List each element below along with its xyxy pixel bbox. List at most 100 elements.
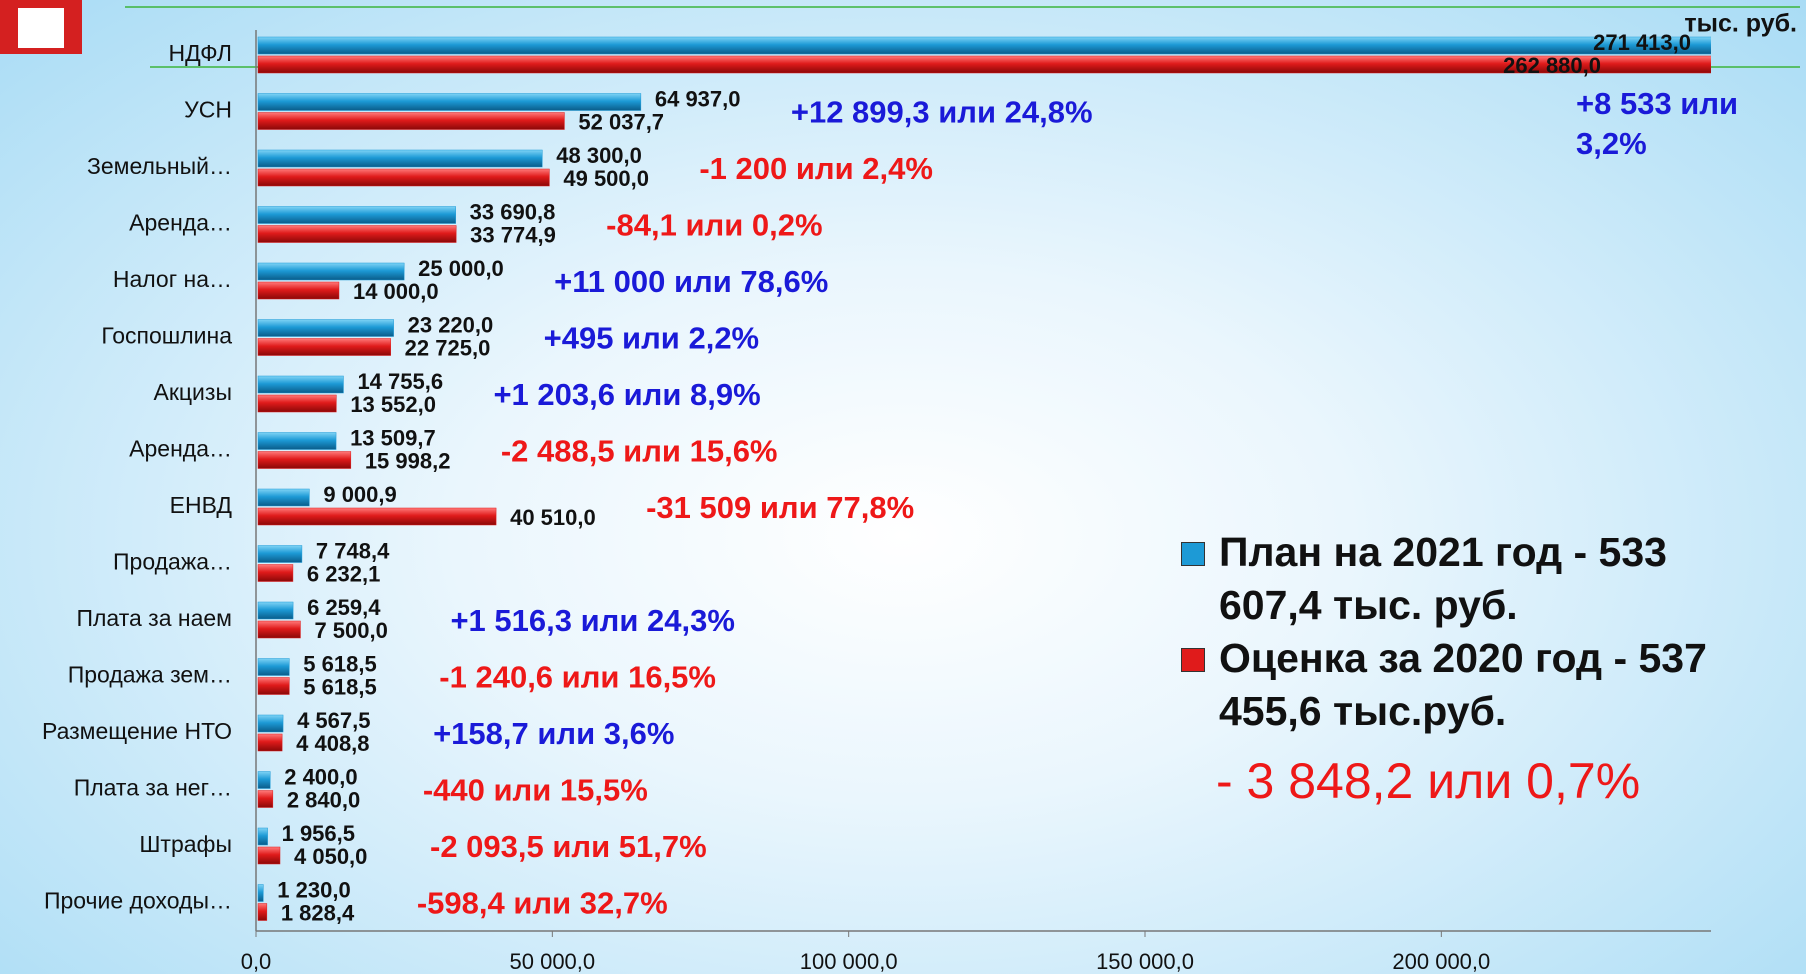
legend-swatch [1181,542,1205,566]
value-label: 1 956,5 [282,821,355,846]
bar [257,545,303,563]
bar [257,677,290,695]
bar [257,733,283,752]
bar [257,432,337,450]
value-label: 52 037,7 [578,109,664,134]
value-label: 6 259,4 [307,595,381,620]
value-label: 22 725,0 [405,335,491,360]
category-label: Акцизы [153,379,232,405]
value-label: 13 552,0 [350,392,436,417]
legend-swatch [1181,648,1205,672]
value-label: 4 567,5 [297,708,370,733]
category-label: ЕНВД [170,492,233,518]
difference-label: -440 или 15,5% [423,773,648,808]
category-label: Продажа зем… [68,662,232,688]
value-label: 23 220,0 [408,312,494,337]
category-label: Аренда… [129,436,232,462]
bar [257,451,352,469]
ndfl-difference: +8 533 или 3,2% [1576,86,1739,161]
x-tick-label: 0,0 [241,949,272,974]
bar [257,507,497,526]
bar [257,620,301,639]
x-tick-label: 100 000,0 [800,949,898,974]
bar [257,394,337,413]
difference-label: -31 509 или 77,8% [646,490,914,525]
difference-label: -84,1 или 0,2% [606,208,822,243]
bar [257,488,310,507]
x-tick-label: 50 000,0 [510,949,596,974]
value-label: 262 880,0 [1503,53,1601,78]
difference-label: -598,4 или 32,7% [417,886,668,921]
category-label: Госпошлина [101,323,232,349]
bar [257,601,294,620]
value-label: 13 509,7 [350,425,436,450]
legend-item: Оценка за 2020 год - 537 455,6 тыс.руб. [1181,632,1741,738]
category-label: Плата за нег… [74,775,232,801]
bar [257,225,457,243]
value-label: 2 840,0 [287,787,360,812]
bars [257,36,1711,921]
value-label: 64 937,0 [655,86,741,111]
bar [257,112,565,130]
bar [257,262,405,281]
value-label: 14 755,6 [357,369,443,394]
bar [257,206,456,224]
x-tick-label: 150 000,0 [1096,949,1194,974]
difference-label: +495 или 2,2% [544,321,760,356]
value-label: 15 998,2 [365,448,451,473]
category-label: УСН [184,97,232,123]
value-label: 4 050,0 [294,844,367,869]
bar [257,281,340,300]
value-label: 6 232,1 [307,561,380,586]
value-label: 40 510,0 [510,505,596,530]
value-label: 1 230,0 [277,877,350,902]
difference-label: -2 093,5 или 51,7% [430,829,707,864]
bar [257,338,391,356]
bar [257,319,394,337]
category-label: Размещение НТО [42,718,232,744]
category-label: Земельный… [87,153,232,179]
value-label: 1 828,4 [281,900,355,925]
difference-label: +11 000 или 78,6% [554,264,828,299]
value-label: 4 408,8 [296,731,369,756]
bar [257,149,543,168]
logo-inner [18,8,64,48]
legend-item: План на 2021 год - 533 607,4 тыс. руб. [1181,526,1741,632]
bar [257,658,290,676]
bar [257,36,1711,55]
bar [257,771,271,789]
value-label: 14 000,0 [353,279,439,304]
bar [257,168,550,187]
category-label: Аренда… [129,210,232,236]
bar [257,564,294,582]
bar [257,903,268,921]
value-label: 48 300,0 [556,143,642,168]
value-label: 5 618,5 [303,651,376,676]
bar [257,714,284,733]
total-difference: - 3 848,2 или 0,7% [1216,753,1641,809]
difference-label: +158,7 или 3,6% [433,716,674,751]
difference-label: -1 200 или 2,4% [699,151,933,186]
bar [257,55,1711,74]
bar [257,827,268,846]
legend: План на 2021 год - 533 607,4 тыс. руб. О… [1181,526,1741,816]
bar [257,790,274,808]
category-label: Штрафы [139,831,232,857]
bar [257,93,642,111]
bar [257,846,281,865]
value-label: 9 000,9 [323,482,396,507]
value-label: 25 000,0 [418,256,504,281]
category-label: Плата за наем [76,605,232,631]
value-label: 7 748,4 [316,538,390,563]
category-label: Налог на… [113,266,232,292]
legend-label: План на 2021 год - 533 607,4 тыс. руб. [1219,529,1667,628]
category-label: Прочие доходы… [44,888,232,914]
x-tick-label: 200 000,0 [1392,949,1490,974]
value-label: 49 500,0 [563,166,649,191]
category-label: Продажа… [113,549,232,575]
difference-label: -2 488,5 или 15,6% [501,434,778,469]
value-label: 2 400,0 [284,764,357,789]
difference-label: +1 203,6 или 8,9% [493,377,760,412]
